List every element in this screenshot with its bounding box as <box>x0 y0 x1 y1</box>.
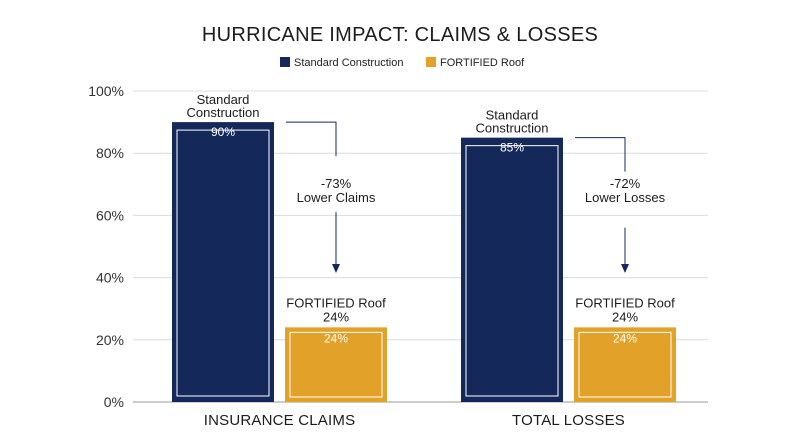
y-tick-label: 100% <box>88 83 124 99</box>
bar-inner-outline <box>176 129 270 397</box>
annotation-text: Lower Claims <box>297 190 376 205</box>
legend-label-standard: Standard Construction <box>294 57 403 69</box>
legend-label-fortified: FORTIFIED Roof <box>440 57 525 69</box>
annotation-arrowhead <box>621 264 629 273</box>
annotation-text: -72% <box>610 176 641 191</box>
annotation-text: -73% <box>321 176 352 191</box>
bar-value-above-label: 24% <box>323 309 349 324</box>
bar-series-label: FORTIFIED Roof <box>575 295 675 310</box>
y-axis-ticks: 0% 20% 40% 60% 80% 100% <box>88 83 124 410</box>
x-category-label: INSURANCE CLAIMS <box>204 412 356 429</box>
chart-title: HURRICANE IMPACT: CLAIMS & LOSSES <box>202 24 598 46</box>
bar-fortified <box>574 327 676 402</box>
y-tick-label: 60% <box>96 207 124 223</box>
legend-swatch-standard <box>280 57 290 67</box>
bar-value-label: 90% <box>211 125 235 139</box>
x-axis-categories: INSURANCE CLAIMS TOTAL LOSSES <box>204 412 625 429</box>
annotation-connector <box>286 121 337 157</box>
bar-series-label: Standard <box>197 92 250 107</box>
bar-series-label: Standard <box>486 108 539 123</box>
bars <box>172 122 676 402</box>
bar-value-label: 24% <box>324 331 348 345</box>
bar-inner-outline <box>578 331 672 398</box>
bar-value-label: 85% <box>500 141 524 155</box>
annotation-text: Lower Losses <box>585 190 666 205</box>
y-tick-label: 20% <box>96 332 124 348</box>
bar-series-label: Construction <box>476 121 549 136</box>
bar-series-label: FORTIFIED Roof <box>286 295 386 310</box>
y-tick-label: 40% <box>96 270 124 286</box>
x-category-label: TOTAL LOSSES <box>512 412 625 429</box>
y-tick-label: 0% <box>104 394 124 410</box>
bar-standard <box>172 122 274 402</box>
legend: Standard Construction FORTIFIED Roof <box>280 57 525 69</box>
bar-value-label: 24% <box>613 331 637 345</box>
y-tick-label: 80% <box>96 145 124 161</box>
annotation-connector <box>575 137 626 172</box>
bar-value-above-label: 24% <box>612 309 638 324</box>
annotation-arrowhead <box>332 264 340 273</box>
bar-series-label: Construction <box>187 105 260 120</box>
legend-swatch-fortified <box>426 57 436 67</box>
bar-inner-outline <box>289 331 383 398</box>
annotations: -73%Lower Claims -72%Lower Losses <box>286 121 666 273</box>
bar-fortified <box>285 327 387 402</box>
bar-inner-outline <box>465 145 559 397</box>
bar-standard <box>461 137 563 402</box>
